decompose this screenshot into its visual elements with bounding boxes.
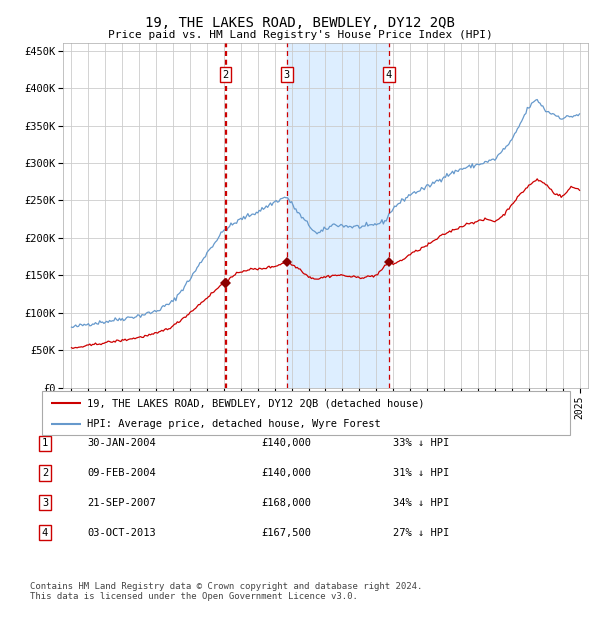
Text: 03-OCT-2013: 03-OCT-2013 <box>87 528 156 538</box>
Text: 33% ↓ HPI: 33% ↓ HPI <box>393 438 449 448</box>
Text: 2: 2 <box>42 468 48 478</box>
Text: £168,000: £168,000 <box>261 498 311 508</box>
Text: 30-JAN-2004: 30-JAN-2004 <box>87 438 156 448</box>
Text: 19, THE LAKES ROAD, BEWDLEY, DY12 2QB: 19, THE LAKES ROAD, BEWDLEY, DY12 2QB <box>145 16 455 30</box>
Text: 1: 1 <box>42 438 48 448</box>
Text: HPI: Average price, detached house, Wyre Forest: HPI: Average price, detached house, Wyre… <box>87 419 381 429</box>
Text: 34% ↓ HPI: 34% ↓ HPI <box>393 498 449 508</box>
Text: 2: 2 <box>223 70 229 80</box>
Text: 31% ↓ HPI: 31% ↓ HPI <box>393 468 449 478</box>
Text: 09-FEB-2004: 09-FEB-2004 <box>87 468 156 478</box>
Text: 19, THE LAKES ROAD, BEWDLEY, DY12 2QB (detached house): 19, THE LAKES ROAD, BEWDLEY, DY12 2QB (d… <box>87 398 425 408</box>
Text: £140,000: £140,000 <box>261 468 311 478</box>
Text: £167,500: £167,500 <box>261 528 311 538</box>
Text: 4: 4 <box>386 70 392 80</box>
Text: 3: 3 <box>42 498 48 508</box>
Text: 3: 3 <box>284 70 290 80</box>
Text: 21-SEP-2007: 21-SEP-2007 <box>87 498 156 508</box>
Bar <box>287 43 389 388</box>
Text: 4: 4 <box>42 528 48 538</box>
Text: Contains HM Land Registry data © Crown copyright and database right 2024.
This d: Contains HM Land Registry data © Crown c… <box>30 582 422 601</box>
Text: £140,000: £140,000 <box>261 438 311 448</box>
Text: Price paid vs. HM Land Registry's House Price Index (HPI): Price paid vs. HM Land Registry's House … <box>107 30 493 40</box>
Text: 27% ↓ HPI: 27% ↓ HPI <box>393 528 449 538</box>
